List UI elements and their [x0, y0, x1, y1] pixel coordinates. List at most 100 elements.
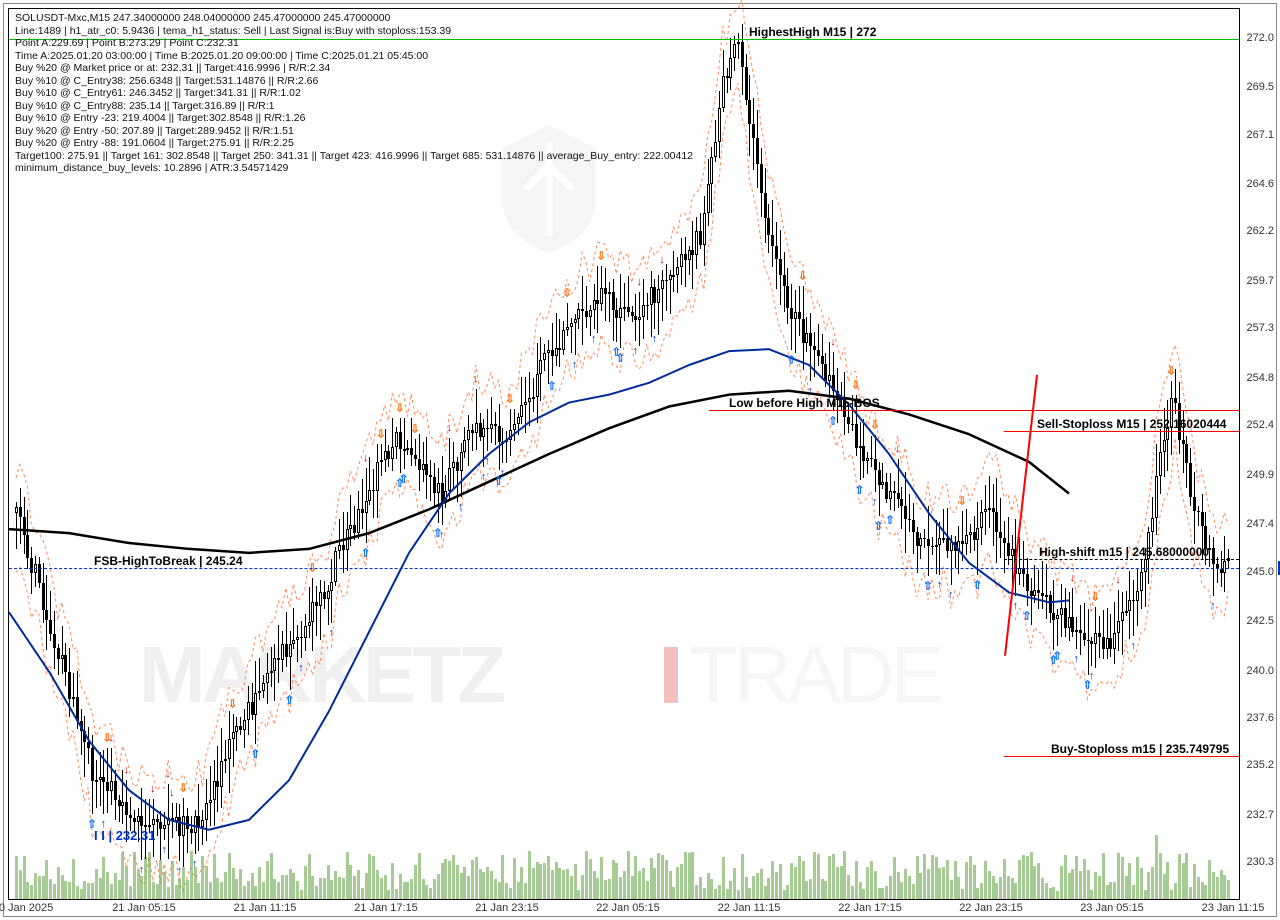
buy-arrow-icon: ↑ — [161, 844, 167, 856]
buy-arrow-icon: ↑ — [298, 662, 304, 674]
sell-arrow-icon: ↓ — [150, 783, 156, 795]
y-tick-label: 232.7 — [1246, 809, 1274, 821]
buy-arrow-icon: ⇧ — [616, 352, 625, 365]
sell-arrow-icon: ⇩ — [597, 250, 606, 263]
buy-arrow-icon: ↑ — [458, 501, 464, 513]
info-line: Buy %20 @ Market price or at: 232.31 || … — [15, 62, 330, 75]
y-tick-label: 249.9 — [1246, 469, 1274, 481]
sell-arrow-icon: ↓ — [165, 768, 171, 780]
buy-arrow-icon: ⇧ — [923, 580, 932, 593]
sell-arrow-icon: ⇩ — [870, 419, 879, 432]
sell-arrow-icon: ↓ — [895, 443, 901, 455]
x-tick-label: 23 Jan 11:15 — [1202, 902, 1265, 914]
y-tick-label: 247.4 — [1246, 518, 1274, 530]
info-line: Line:1489 | h1_atr_c0: 5.9436 | tema_h1_… — [15, 25, 451, 38]
info-line: Target100: 275.91 || Target 161: 302.854… — [15, 150, 693, 163]
sell-arrow-icon: ⇩ — [1167, 364, 1176, 377]
level-line-buy-stoploss — [1004, 756, 1239, 757]
sell-arrow-icon: ⇩ — [228, 697, 237, 710]
buy-arrow-icon: ↑ — [484, 455, 490, 467]
buy-arrow-icon: ⇧ — [855, 483, 864, 496]
sell-arrow-icon: ⇩ — [179, 782, 188, 795]
buy-arrow-icon: ⇧ — [361, 546, 370, 559]
buy-arrow-icon: ↑ — [329, 627, 335, 639]
level-line-high-shift — [1004, 559, 1239, 560]
buy-arrow-icon: ↑ — [633, 345, 639, 357]
buy-arrow-icon: ↑ — [572, 359, 578, 371]
sell-arrow-icon: ⇩ — [851, 379, 860, 392]
buy-arrow-icon: ↑ — [192, 858, 198, 870]
buy-arrow-icon: ↑ — [937, 579, 943, 591]
y-tick-label: 262.2 — [1246, 225, 1274, 237]
x-tick-label: 21 Jan 23:15 — [475, 902, 539, 914]
info-line: Time A:2025.01.20 03:00:00 | Time B:2025… — [15, 50, 428, 63]
info-line: Buy %20 @ Entry -50: 207.89 || Target:28… — [15, 125, 294, 138]
level-line-fsb-high-to-break — [9, 568, 1239, 569]
info-line: Buy %10 @ C_Entry88: 235.14 || Target:31… — [15, 100, 275, 113]
sell-arrow-icon: ↓ — [169, 787, 175, 799]
buy-arrow-icon: ↑ — [591, 333, 597, 345]
buy-arrow-icon: ⇧ — [547, 379, 556, 392]
x-tick-label: 22 Jan 17:15 — [838, 902, 902, 914]
sell-arrow-icon: ⇩ — [395, 401, 404, 414]
x-tick-label: 23 Jan 05:15 — [1080, 902, 1144, 914]
buy-arrow-icon: ↑ — [481, 471, 487, 483]
sell-arrow-icon: ⇩ — [1091, 591, 1100, 604]
buy-arrow-icon: ⇧ — [787, 354, 796, 367]
info-line: Buy %10 @ Entry -23: 219.4004 || Target:… — [15, 112, 305, 125]
y-tick-label: 252.4 — [1246, 419, 1274, 431]
info-line: minimum_distance_buy_levels: 10.2896 | A… — [15, 162, 288, 175]
sell-arrow-icon: ↓ — [1070, 572, 1076, 584]
y-tick-label: 269.5 — [1246, 81, 1274, 93]
buy-arrow-icon: ⇧ — [885, 514, 894, 527]
sell-arrow-icon: ⇩ — [410, 422, 419, 435]
x-tick-label: 22 Jan 11:15 — [718, 902, 781, 914]
sell-arrow-icon: ⇩ — [798, 270, 807, 283]
x-tick-label: 21 Jan 17:15 — [354, 902, 418, 914]
sell-arrow-icon: ↓ — [473, 373, 479, 385]
buy-arrow-icon: ↑ — [1073, 653, 1079, 665]
sell-arrow-icon: ↓ — [123, 764, 129, 776]
buy-arrow-icon: ↑ — [1210, 600, 1216, 612]
y-tick-label: 245.0 — [1246, 566, 1274, 578]
sell-arrow-icon: ↓ — [108, 732, 114, 744]
time-axis: 20 Jan 202521 Jan 05:1521 Jan 11:1521 Ja… — [8, 898, 1240, 916]
info-line: SOLUSDT-Mxc,M15 247.34000000 248.0400000… — [15, 12, 390, 25]
buy-arrow-icon: ⇧ — [285, 694, 294, 707]
chart-frame: MARKETZ TRADE ⇧↑⇩↓↓↑↓↑↓↓↑⇩↑⇩⇧⇧↑⇩↑⇧↓⇩⇧⇩⇧⇩… — [3, 3, 1277, 917]
sell-arrow-icon: ↓ — [1115, 574, 1121, 586]
buy-arrow-icon: ↑ — [1089, 670, 1095, 682]
buy-arrow-icon: ↑ — [439, 529, 445, 541]
buy-arrow-icon: ↑ — [872, 496, 878, 508]
buy-arrow-icon: ⇧ — [828, 414, 837, 427]
x-tick-label: 21 Jan 05:15 — [112, 902, 176, 914]
buy-arrow-icon: ↑ — [177, 865, 183, 877]
buy-arrow-icon: ⇧ — [399, 472, 408, 485]
buy-arrow-icon: ↑ — [500, 467, 506, 479]
y-tick-label: 230.3 — [1246, 856, 1274, 868]
level-label-low-before-high: Low before High M15-BOS — [729, 396, 880, 410]
buy-arrow-icon: ↑ — [652, 333, 658, 345]
level-label-buy-stoploss: Buy-Stoploss m15 | 235.749795 — [1051, 742, 1229, 756]
low-price-marker: I I | 232.31 — [94, 828, 155, 843]
level-line-low-before-high — [709, 410, 1239, 411]
level-label-fsb-high-to-break: FSB-HighToBreak | 245.24 — [94, 554, 243, 568]
price-axis: 272.0269.5267.1264.6262.2259.7257.3254.8… — [1234, 8, 1276, 900]
x-tick-label: 22 Jan 05:15 — [596, 902, 660, 914]
sell-arrow-icon: ⇩ — [562, 286, 571, 299]
y-tick-label: 272.0 — [1246, 32, 1274, 44]
buy-arrow-icon: ↑ — [139, 864, 145, 876]
x-tick-label: 20 Jan 2025 — [0, 902, 53, 914]
price-chart[interactable]: MARKETZ TRADE ⇧↑⇩↓↓↑↓↑↓↓↑⇩↑⇩⇧⇧↑⇩↑⇧↓⇩⇧⇩⇧⇩… — [8, 8, 1240, 900]
buy-arrow-icon: ↑ — [948, 589, 954, 601]
x-tick-label: 22 Jan 23:15 — [959, 902, 1023, 914]
sell-arrow-icon: ⇩ — [505, 392, 514, 405]
y-tick-label: 267.1 — [1246, 129, 1274, 141]
y-tick-label: 257.3 — [1246, 322, 1274, 334]
y-tick-label: 235.2 — [1246, 759, 1274, 771]
y-tick-label: 264.6 — [1246, 178, 1274, 190]
y-tick-label: 242.5 — [1246, 615, 1274, 627]
buy-arrow-icon: ↑ — [807, 385, 813, 397]
level-label-highest-high: HighestHigh M15 | 272 — [749, 25, 876, 39]
y-tick-label: 259.7 — [1246, 275, 1274, 287]
